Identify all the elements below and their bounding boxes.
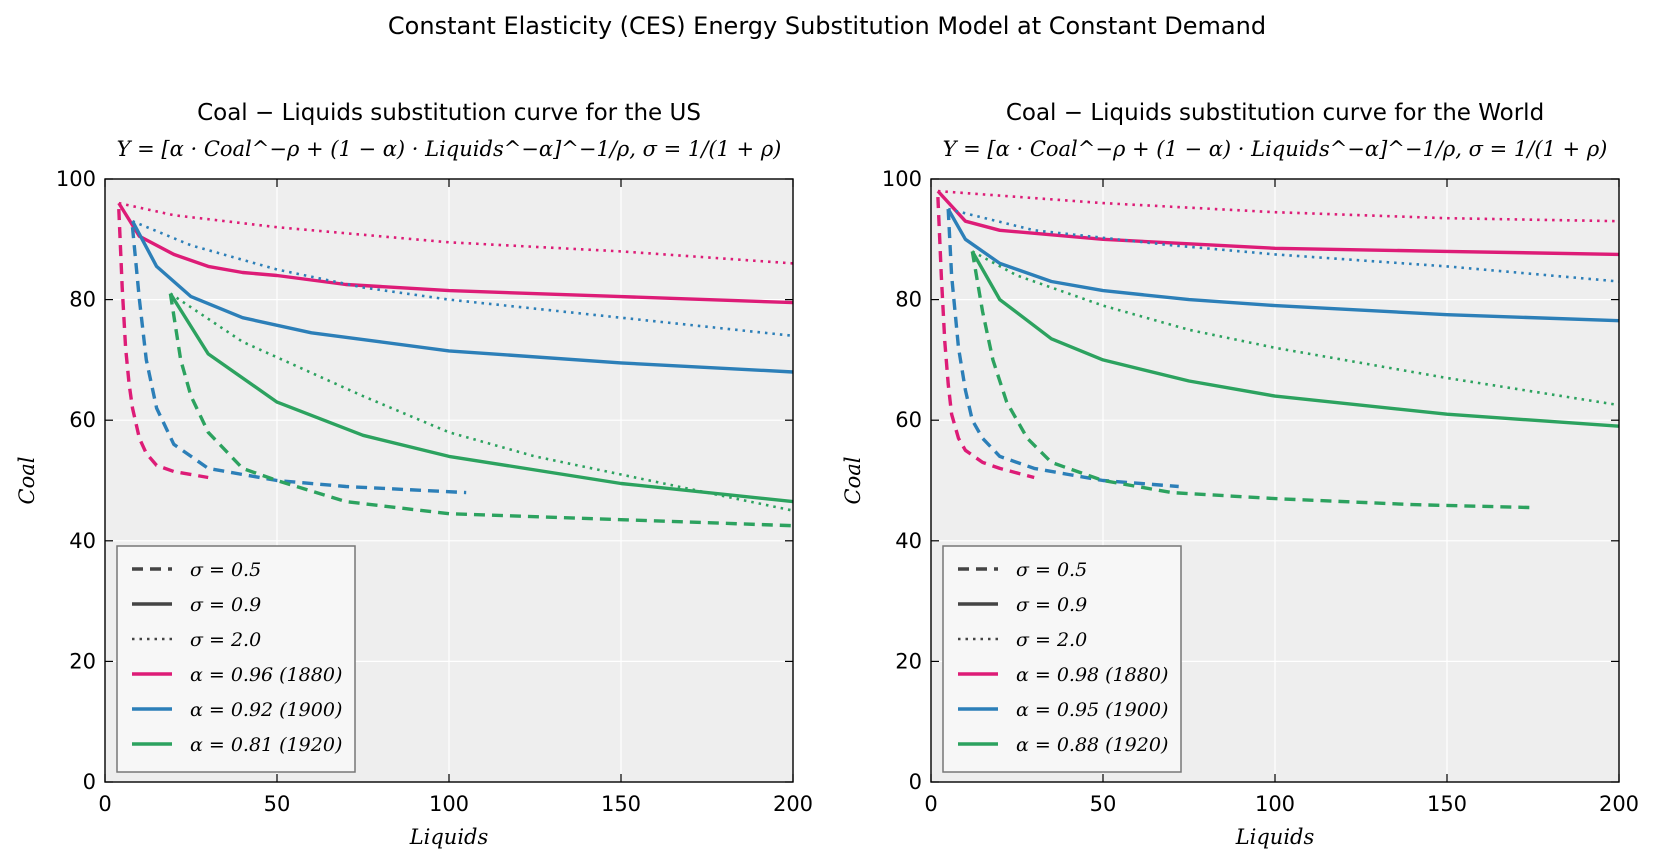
x-tick-label: 50 xyxy=(264,792,291,816)
figure-suptitle: Constant Elasticity (CES) Energy Substit… xyxy=(388,12,1266,40)
y-tick-label: 80 xyxy=(895,288,922,312)
series-line-alpha-0.96-sigma-0.5 xyxy=(117,209,209,480)
y-tick-label: 20 xyxy=(895,649,922,673)
legend-box xyxy=(116,545,356,773)
y-tick-label: 80 xyxy=(69,288,96,312)
x-axis-label: Liquids xyxy=(1235,825,1315,849)
legend-label-4: α = 0.98 (1880) xyxy=(1016,664,1168,686)
x-tick-label: 200 xyxy=(773,792,813,816)
series-line-alpha-0.81-sigma-0.9 xyxy=(168,292,793,504)
legend-label-3: σ = 2.0 xyxy=(190,629,261,651)
series-line-alpha-0.92-sigma-0.5 xyxy=(130,227,467,495)
chart-title: Coal − Liquids substitution curve for th… xyxy=(197,100,701,126)
y-tick-label: 20 xyxy=(69,649,96,673)
y-tick-label: 0 xyxy=(909,770,922,794)
x-tick-label: 150 xyxy=(1427,792,1467,816)
series-line-alpha-0.98-sigma-0.9 xyxy=(936,189,1619,257)
legend: σ = 0.5 σ = 0.9 σ = 2.0 α = 0.96 (1880) α = … xyxy=(116,545,356,773)
x-tick-label: 100 xyxy=(429,792,469,816)
legend-label-1: σ = 0.5 xyxy=(190,559,261,581)
y-axis-label: Coal xyxy=(15,457,39,505)
series-line-alpha-0.92-sigma-2.0 xyxy=(132,219,793,338)
legend: σ = 0.5 σ = 0.9 σ = 2.0 α = 0.98 (1880) α = … xyxy=(942,545,1182,773)
series-line-alpha-0.98-sigma-2.0 xyxy=(937,189,1619,223)
y-tick-label: 60 xyxy=(895,408,922,432)
x-axis-label: Liquids xyxy=(409,825,489,849)
legend-label-4: α = 0.96 (1880) xyxy=(190,664,342,686)
x-tick-label: 0 xyxy=(98,792,111,816)
series-line-alpha-0.96-sigma-0.9 xyxy=(117,202,793,305)
y-tick-label: 40 xyxy=(69,529,96,553)
x-tick-label: 0 xyxy=(924,792,937,816)
y-tick-label: 40 xyxy=(895,529,922,553)
series-line-alpha-0.95-sigma-0.5 xyxy=(946,209,1179,489)
y-tick-label: 60 xyxy=(69,408,96,432)
series-line-alpha-0.95-sigma-2.0 xyxy=(947,207,1619,283)
chart-panel-2: Coal − Liquids substitution curve for th… xyxy=(841,100,1639,849)
legend-label-6: α = 0.81 (1920) xyxy=(190,734,342,756)
series-line-alpha-0.92-sigma-0.9 xyxy=(130,220,793,374)
y-tick-label: 100 xyxy=(882,167,922,191)
x-tick-label: 50 xyxy=(1090,792,1117,816)
series-line-alpha-0.96-sigma-2.0 xyxy=(118,201,793,265)
y-tick-label: 100 xyxy=(56,167,96,191)
series-group xyxy=(936,189,1619,510)
legend-label-5: α = 0.95 (1900) xyxy=(1016,699,1168,721)
legend-label-1: σ = 0.5 xyxy=(1016,559,1087,581)
x-tick-label: 200 xyxy=(1599,792,1639,816)
x-tick-label: 100 xyxy=(1255,792,1295,816)
series-line-alpha-0.81-sigma-0.5 xyxy=(168,293,793,528)
series-line-alpha-0.98-sigma-0.5 xyxy=(936,197,1035,480)
charts-container: Coal − Liquids substitution curve for th… xyxy=(15,100,1639,849)
y-tick-label: 0 xyxy=(83,770,96,794)
series-line-alpha-0.81-sigma-2.0 xyxy=(169,292,793,512)
y-axis-label: Coal xyxy=(841,457,865,505)
series-line-alpha-0.88-sigma-0.9 xyxy=(970,250,1619,428)
chart-subtitle-formula: Y = [α · Coal^−ρ + (1 − α) · Liquids^−α]… xyxy=(943,137,1608,161)
series-line-alpha-0.95-sigma-0.9 xyxy=(946,208,1619,323)
legend-label-2: σ = 0.9 xyxy=(190,594,261,616)
legend-label-5: α = 0.92 (1900) xyxy=(190,699,342,721)
chart-title: Coal − Liquids substitution curve for th… xyxy=(1006,100,1544,126)
legend-box xyxy=(942,545,1182,773)
series-line-alpha-0.88-sigma-0.5 xyxy=(970,251,1534,510)
chart-subtitle-formula: Y = [α · Coal^−ρ + (1 − α) · Liquids^−α]… xyxy=(117,137,782,161)
legend-label-6: α = 0.88 (1920) xyxy=(1016,734,1168,756)
x-tick-label: 150 xyxy=(601,792,641,816)
legend-label-3: σ = 2.0 xyxy=(1016,629,1087,651)
series-group xyxy=(117,201,793,528)
legend-label-2: σ = 0.9 xyxy=(1016,594,1087,616)
chart-panel-1: Coal − Liquids substitution curve for th… xyxy=(15,100,813,849)
